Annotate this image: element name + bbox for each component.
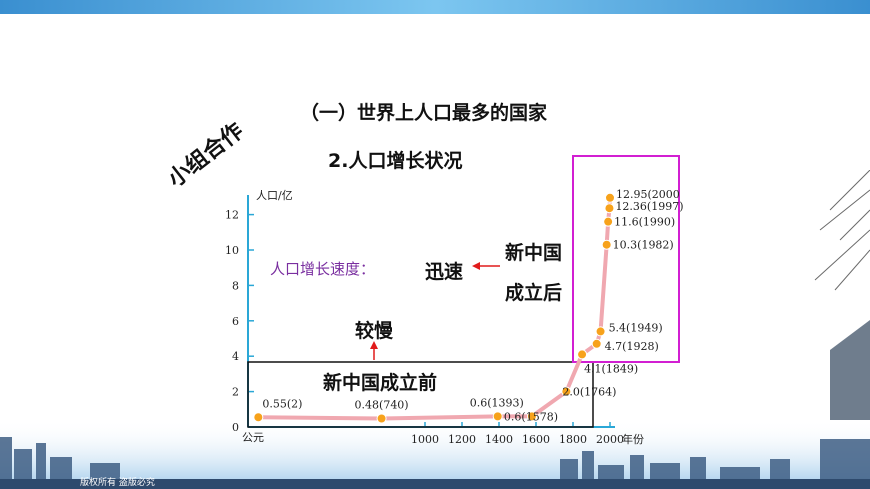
after-founding-label-1: 新中国 [505, 242, 563, 264]
data-point [253, 412, 264, 423]
y-tick-label: 0 [232, 421, 239, 434]
data-label: 0.6(1578) [504, 410, 558, 423]
x-tick-label: 2000 [596, 433, 624, 446]
y-tick-label: 2 [232, 386, 239, 399]
data-point [604, 203, 615, 214]
data-point [591, 338, 602, 349]
x-axis-title: 年份 [622, 432, 644, 446]
after-founding-label-2: 成立后 [505, 282, 563, 304]
x-tick-label: 1400 [485, 433, 513, 446]
y-tick-label: 12 [225, 209, 239, 222]
data-label: 0.48(740) [355, 399, 409, 412]
after-founding-box [572, 155, 680, 363]
data-label: 11.6(1990) [614, 216, 675, 229]
data-label: 10.3(1982) [613, 239, 674, 252]
top-strip [0, 0, 870, 14]
data-point [595, 326, 606, 337]
data-point [492, 411, 503, 422]
data-label: 0.6(1393) [470, 396, 524, 409]
data-point [376, 413, 387, 424]
y-tick-label: 8 [232, 279, 239, 292]
x-tick-label: 1600 [522, 433, 550, 446]
data-label: 4.7(1928) [605, 340, 659, 353]
slide-title: （一）世界上人口最多的国家 [300, 102, 548, 124]
data-point [577, 349, 588, 360]
slide-subtitle: 2.人口增长状况 [328, 150, 463, 172]
y-tick-label: 4 [232, 350, 239, 363]
data-point [561, 386, 572, 397]
data-point [605, 192, 615, 203]
x-tick-label: 1200 [448, 433, 476, 446]
data-label: 12.95(2000 [616, 188, 680, 201]
data-label: 4.1(1849) [584, 362, 638, 375]
data-point [603, 216, 614, 227]
x-tick-label: 1000 [411, 433, 439, 446]
y-axis-title: 人口/亿 [256, 189, 293, 202]
slow-label: 较慢 [355, 320, 394, 342]
fast-label: 迅速 [425, 261, 464, 283]
slow-arrow-head [370, 341, 378, 349]
data-label: 12.36(1997) [615, 200, 683, 213]
fast-arrow-head [472, 262, 480, 270]
x-tick-label: 1800 [559, 433, 587, 446]
city-skyline-image [0, 419, 870, 489]
data-point [601, 239, 612, 250]
before-founding-label: 新中国成立前 [323, 372, 438, 394]
growth-speed-label: 人口增长速度： [270, 260, 376, 278]
before-founding-box [247, 361, 594, 428]
y-tick-label: 6 [232, 315, 239, 328]
footer-copyright: 版权所有 盗版必究 [80, 478, 155, 488]
data-label: 5.4(1949) [609, 321, 663, 334]
data-label: 0.55(2) [262, 397, 302, 410]
data-label: 2.0(1764) [562, 386, 616, 399]
x-origin-label: 公元 [242, 431, 264, 444]
y-tick-label: 10 [225, 244, 239, 257]
bridge-image [814, 170, 870, 420]
data-point [526, 411, 537, 422]
